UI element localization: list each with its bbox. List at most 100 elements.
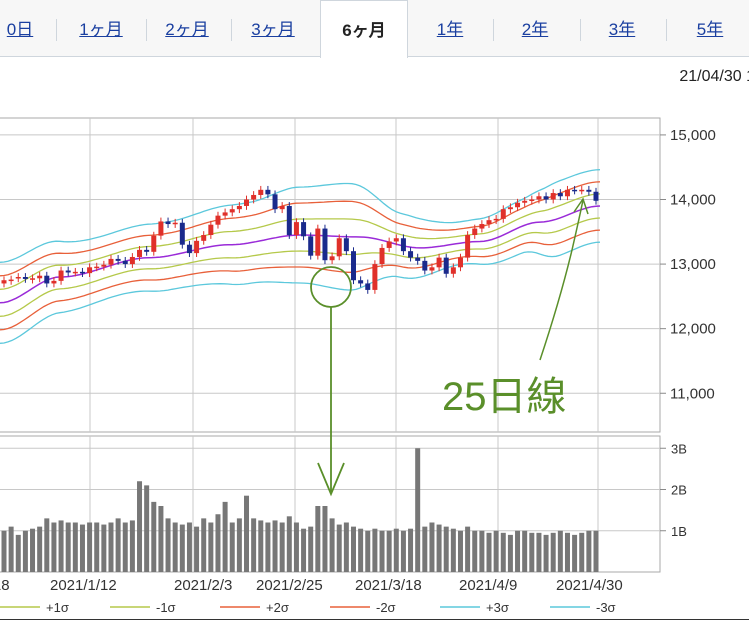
candle-body: [336, 238, 342, 257]
candle-body: [443, 257, 449, 274]
legend-divider: [0, 619, 749, 620]
tab-separator: [666, 19, 667, 41]
volume-bar: [543, 534, 549, 572]
candle-body: [365, 283, 371, 290]
bollinger-band-plus3sigma: [0, 169, 601, 263]
tab-6-months[interactable]: 6ヶ月: [320, 0, 408, 58]
legend-label: -2σ: [376, 600, 396, 615]
volume-bar: [301, 528, 307, 572]
volume-bar: [236, 518, 242, 572]
volume-bar: [286, 516, 292, 572]
volume-bar: [536, 532, 542, 572]
price-tick-label: 11,000: [670, 385, 715, 402]
volume-bar: [529, 532, 535, 572]
candle-body: [72, 271, 78, 274]
candle-body: [165, 221, 171, 225]
tab-2-months[interactable]: 2ヶ月: [165, 20, 209, 39]
candle-body: [322, 228, 328, 261]
candle-body: [572, 189, 578, 192]
bollinger-band-plus1sigma: [0, 193, 601, 290]
x-axis-label: 2021/2/3: [174, 577, 232, 594]
volume-bar: [400, 530, 406, 572]
volume-bar: [479, 530, 485, 572]
volume-bar: [393, 528, 399, 572]
legend-label: -3σ: [596, 600, 616, 615]
volume-bar: [329, 518, 335, 572]
price-tick-label: 15,000: [670, 127, 716, 144]
volume-bar: [415, 448, 421, 572]
volume-bar: [8, 526, 14, 572]
legend-label: -1σ: [156, 600, 176, 615]
volume-bar: [179, 524, 185, 572]
candle-body: [251, 194, 257, 200]
volume-bar: [101, 524, 107, 572]
tab-1-year[interactable]: 1年: [436, 20, 464, 39]
volume-bar: [58, 520, 64, 572]
volume-bar: [593, 530, 599, 572]
volume-bar: [87, 522, 93, 572]
volume-bar: [365, 530, 371, 572]
candle-body: [129, 256, 135, 265]
tab-period-0[interactable]: 0日: [6, 20, 34, 39]
volume-bar: [229, 522, 235, 572]
candle-body: [507, 207, 513, 210]
volume-bar: [486, 532, 492, 572]
candle-body: [408, 251, 414, 258]
volume-bar: [144, 485, 150, 572]
volume-bar: [515, 530, 521, 572]
candle-body: [500, 209, 506, 219]
candle-body: [15, 277, 21, 279]
ma-annotation-arrowhead: [573, 197, 589, 215]
tab-5-years[interactable]: 5年: [696, 20, 724, 39]
x-axis-label: 2021/4/30: [556, 577, 623, 594]
volume-bar: [158, 506, 164, 572]
candle-body: [244, 199, 250, 206]
bollinger-band-minus3sigma: [0, 241, 601, 344]
candle-body: [65, 270, 71, 273]
volume-bar: [386, 530, 392, 572]
candle-body: [465, 235, 471, 258]
candle-body: [436, 257, 442, 268]
volume-bar: [579, 532, 585, 572]
candle-body: [550, 193, 556, 200]
volume-bar: [151, 501, 157, 572]
candle-body: [543, 196, 549, 200]
candle-body: [564, 189, 570, 197]
volume-bar: [322, 506, 328, 572]
tab-3-months[interactable]: 3ヶ月: [251, 20, 295, 39]
candle-body: [236, 205, 242, 210]
volume-bar: [436, 524, 442, 572]
volume-bar: [457, 530, 463, 572]
volume-bar: [308, 526, 314, 572]
volume-bar: [251, 518, 257, 572]
volume-bar: [557, 530, 563, 572]
volume-bar: [1, 530, 7, 572]
tab-separator: [146, 19, 147, 41]
candle-body: [1, 280, 7, 284]
tab-3-years[interactable]: 3年: [608, 20, 636, 39]
latest-date-label: 21/04/30 1: [679, 68, 749, 85]
tab-1-month[interactable]: 1ヶ月: [79, 20, 123, 39]
candle-body: [51, 280, 57, 284]
volume-bar: [129, 520, 135, 572]
tab-2-years[interactable]: 2年: [521, 20, 549, 39]
candle-body: [172, 222, 178, 225]
volume-bar: [208, 522, 214, 572]
x-axis-label: 12/18: [0, 577, 10, 594]
x-axis-label: 2021/4/9: [459, 577, 517, 594]
volume-bar: [72, 522, 78, 572]
volume-bar: [244, 495, 250, 572]
candle-body: [493, 218, 499, 221]
candle-body: [429, 267, 435, 271]
candle-body: [301, 222, 307, 237]
volume-bar: [279, 522, 285, 572]
volume-bar: [201, 518, 207, 572]
volume-bar: [450, 528, 456, 572]
candle-body: [186, 244, 192, 254]
candle-body: [101, 264, 107, 267]
candle-body: [400, 238, 406, 252]
volume-tick-label: 3B: [671, 441, 687, 456]
ma25-line: [0, 205, 601, 304]
volume-bar: [215, 514, 221, 572]
volume-bar: [108, 522, 114, 572]
